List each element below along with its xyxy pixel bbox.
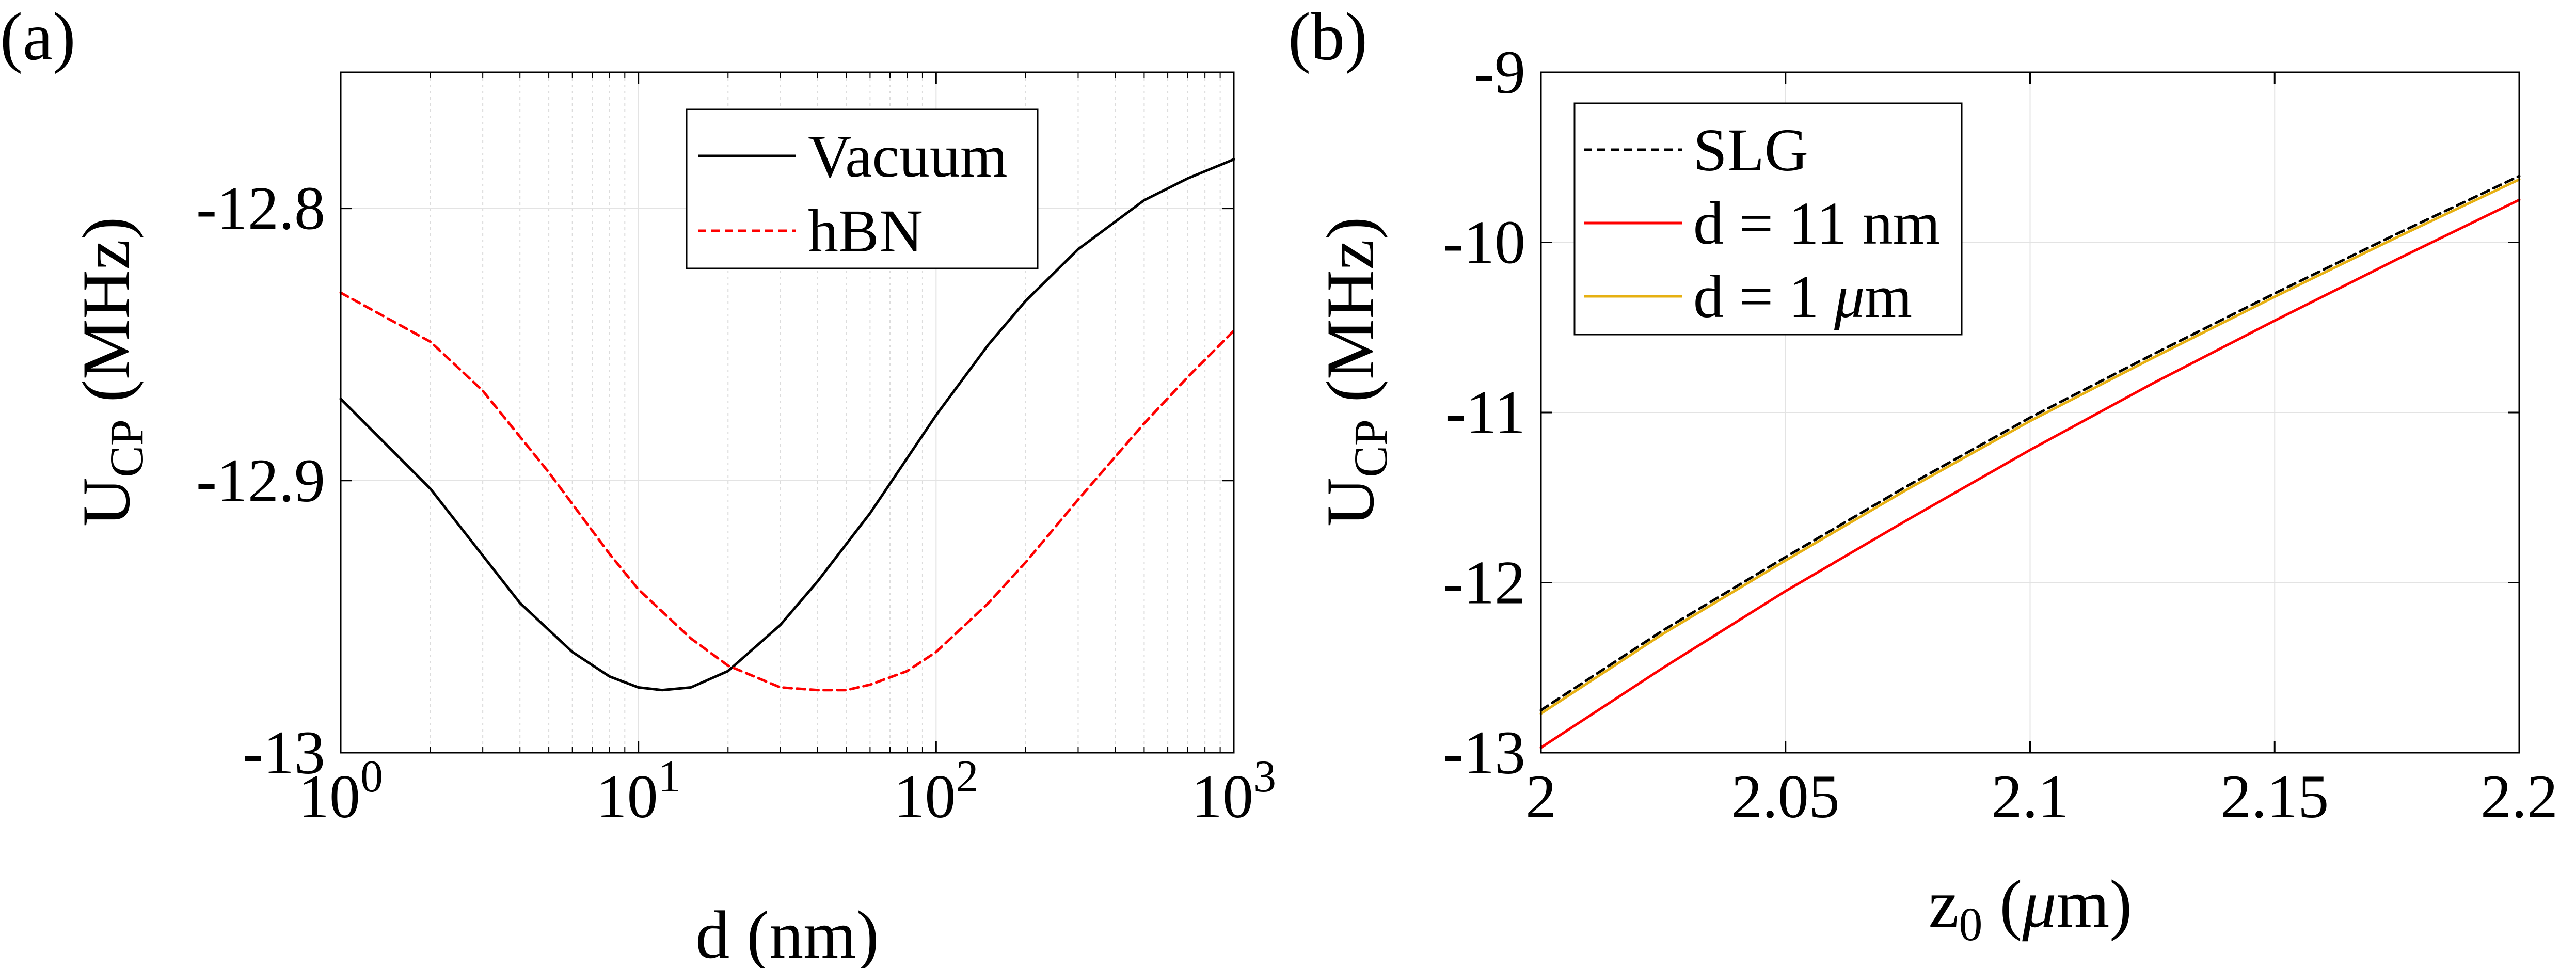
panel-a-tick-marks (340, 72, 1235, 754)
panel-a-legend-label-hbn: hBN (808, 197, 923, 265)
panel-b-x-axis-label-main: z (1929, 866, 1959, 942)
x-tick-label: 103 (1191, 752, 1276, 831)
x-tick-label: 100 (298, 752, 383, 831)
panel-b-legend-label-d1um-mu: μ (1834, 263, 1865, 330)
series-line-slg (1539, 174, 2521, 712)
panel-a-y-axis-label-main: U (68, 478, 144, 527)
panel-a-y-tick-labels: -13 -12.9 -12.8 (196, 174, 325, 787)
x-tick-label: 2.1 (1992, 762, 2069, 831)
panel-b-x-axis-label-mu: μ (2022, 866, 2056, 942)
panel-b-legend-label-slg: SLG (1693, 116, 1808, 184)
panel-a-y-axis-label-rest: (MHz) (68, 217, 144, 419)
panel-a-series (339, 158, 1235, 692)
y-tick-label: -13 (243, 718, 325, 787)
y-tick-label: -10 (1443, 208, 1525, 277)
x-tick-label: 2.15 (2220, 762, 2329, 831)
panel-a-y-axis-label: UCP (MHz) (68, 217, 153, 527)
x-tick-label-exponent: 0 (360, 752, 383, 802)
x-tick-label: 101 (596, 752, 681, 831)
x-tick-label-exponent: 2 (956, 752, 978, 802)
y-tick-label: -9 (1474, 38, 1525, 106)
panel-a-label: (a) (0, 0, 76, 74)
panel-b-x-axis-label-sub: 0 (1959, 898, 1982, 950)
x-tick-label-base: 10 (298, 762, 360, 831)
x-tick-label-exponent: 1 (658, 752, 681, 802)
panel-b-label: (b) (1288, 0, 1367, 74)
x-tick-label-base: 10 (596, 762, 658, 831)
series-line-hbn (339, 291, 1235, 692)
x-tick-label-base: 10 (894, 762, 956, 831)
y-tick-label: -12.9 (196, 446, 325, 515)
panel-b-x-tick-labels: 2 2.05 2.1 2.15 2.2 (1525, 762, 2558, 831)
panel-b-y-axis-label-rest: (MHz) (1312, 217, 1388, 419)
panel-a-legend: Vacuum hBN (686, 108, 1039, 269)
y-tick-label: -13 (1443, 718, 1525, 787)
series-line-d-1-m (1539, 178, 2521, 715)
panel-b-legend-label-d1um-unit: m (1865, 263, 1912, 330)
panel-b-x-axis-label-unit: m) (2057, 866, 2133, 942)
panel-b-y-axis-label-main: U (1312, 478, 1388, 527)
panel-a-y-axis-label-sub: CP (100, 419, 153, 478)
x-tick-label: 2 (1525, 762, 1556, 831)
panel-b-y-axis-label: UCP (MHz) (1312, 217, 1397, 527)
panel-b: (b) -13 -12 -11 -10 -9 2 2.05 2.1 2.15 2.2 UCP (… (1288, 0, 2558, 950)
panel-b-x-axis-label: z0 (μm) (1929, 866, 2132, 950)
x-tick-label: 102 (894, 752, 978, 831)
x-tick-label-exponent: 3 (1253, 752, 1276, 802)
panel-a-axes-box (340, 71, 1235, 754)
series-line-vacuum (339, 158, 1235, 692)
y-tick-label: -11 (1445, 378, 1525, 447)
panel-b-x-axis-label-rest: ( (1982, 866, 2022, 942)
panel-b-tick-marks (1540, 71, 2520, 754)
panel-a: (a) -13-12.9-12.8 100 101 102 103 UCP (MHz)… (0, 0, 1276, 968)
panel-b-legend: SLG d = 11 nm d = 1 μm (1573, 102, 1963, 336)
panel-b-legend-label-d1um: d = 1 μm (1693, 263, 1912, 330)
x-tick-label: 2.2 (2480, 762, 2558, 831)
panel-a-legend-label-vacuum: Vacuum (808, 122, 1008, 190)
panel-a-legend-box (686, 108, 1039, 269)
panel-b-y-tick-labels: -13 -12 -11 -10 -9 (1443, 38, 1525, 787)
panel-a-x-axis-label: d (nm) (695, 897, 879, 968)
x-tick-label-base: 10 (1191, 762, 1253, 831)
y-tick-label: -12.8 (196, 174, 325, 243)
panel-b-y-axis-label-sub: CP (1344, 419, 1397, 478)
x-tick-label: 2.05 (1731, 762, 1840, 831)
panel-b-series (1539, 174, 2521, 749)
panel-a-x-tick-labels: 100 101 102 103 (298, 752, 1276, 831)
series-line-d-11-nm (1539, 198, 2521, 749)
panel-b-legend-label-d1um-prefix: d = 1 (1693, 263, 1834, 330)
y-tick-label: -12 (1443, 548, 1525, 617)
panel-b-legend-label-d11nm: d = 11 nm (1693, 189, 1940, 257)
